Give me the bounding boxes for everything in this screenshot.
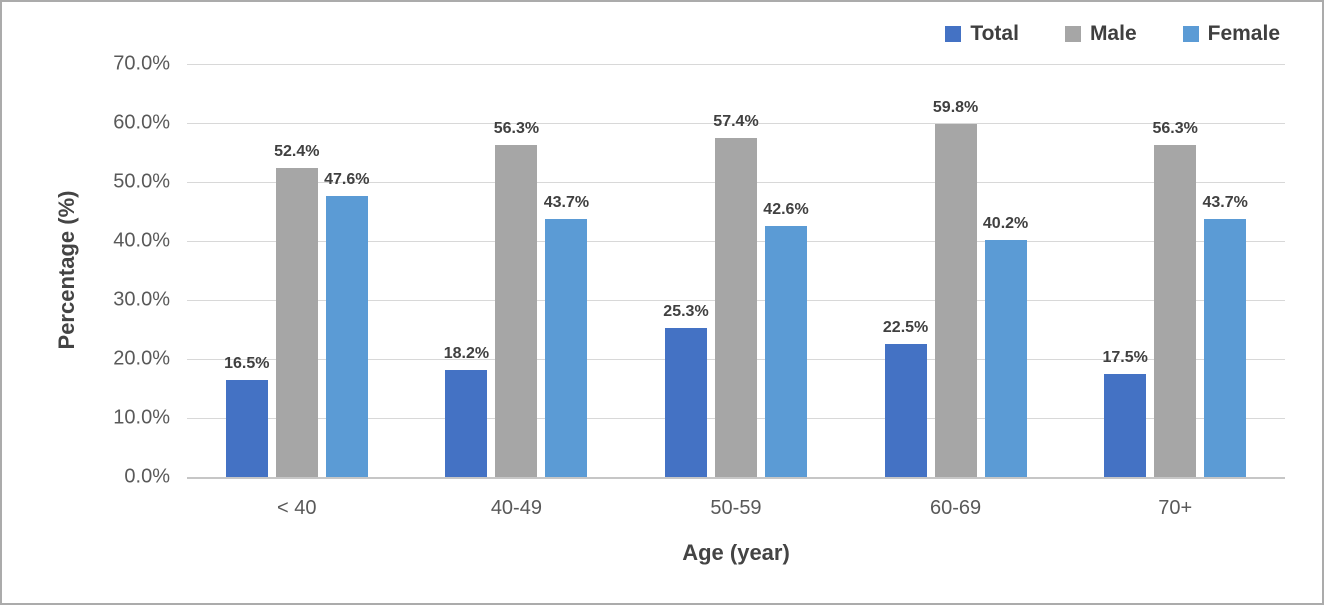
bar-value-label: 42.6% (763, 200, 809, 218)
x-tick-label--40: < 40 (277, 497, 317, 519)
bar-group--40: 16.5% 52.4% 47.6% (187, 64, 407, 477)
bar-male-50-59: 57.4% (713, 113, 759, 477)
bar-group-70+: 17.5% 56.3% 43.7% (1065, 64, 1285, 477)
plot-area: 16.5% 52.4% 47.6% 18.2% 56.3% 43.7% 25.3% 57.4%… (187, 64, 1285, 479)
bar-value-label: 40.2% (982, 214, 1029, 232)
bar-cluster: 16.5% 52.4% 47.6% (224, 143, 369, 477)
bar-group-50-59: 25.3% 57.4% 42.6% (626, 64, 846, 477)
y-tick-label: 30.0% (113, 288, 170, 311)
bar-value-label: 25.3% (663, 302, 709, 320)
y-tick-label: 60.0% (113, 111, 170, 134)
bar-male-60-69: 59.8% (933, 99, 978, 477)
legend: Total Male Female (945, 22, 1280, 46)
bar-female-60-69: 40.2% (983, 215, 1028, 477)
bar-cluster: 22.5% 59.8% 40.2% (883, 99, 1028, 477)
bar-value-label: 52.4% (274, 142, 320, 160)
legend-item-male: Male (1064, 22, 1137, 46)
legend-item-total: Total (945, 22, 1019, 46)
bar-value-label: 43.7% (1202, 194, 1248, 212)
x-tick-label-70+: 70+ (1158, 497, 1193, 519)
y-tick-label: 20.0% (113, 347, 170, 370)
bar-value-label: 56.3% (1152, 119, 1198, 137)
bar-total-40-49: 18.2% (444, 345, 489, 477)
y-tick-label: 70.0% (113, 52, 170, 75)
x-tick-label-60-69: 60-69 (930, 497, 982, 519)
legend-swatch-icon (1182, 26, 1199, 42)
legend-item-female: Female (1182, 22, 1280, 46)
bar-total--40: 16.5% (224, 355, 269, 477)
bar-male--40: 52.4% (274, 143, 319, 477)
x-tick-label-50-59: 50-59 (710, 497, 762, 519)
y-tick-label: 10.0% (113, 406, 170, 429)
legend-swatch-icon (1064, 26, 1081, 42)
y-tick-label: 50.0% (113, 170, 170, 193)
y-tick-label: 40.0% (113, 229, 170, 252)
bar-value-label: 57.4% (713, 113, 759, 131)
legend-label: Total (970, 22, 1019, 45)
bar-male-70+: 56.3% (1153, 120, 1198, 477)
bar-group-60-69: 22.5% 59.8% 40.2% (846, 64, 1066, 477)
x-tick-label-40-49: 40-49 (490, 497, 542, 519)
legend-label: Male (1089, 22, 1137, 45)
legend-label: Female (1207, 22, 1280, 45)
bar-value-label: 18.2% (443, 344, 490, 362)
bar-value-label: 17.5% (1102, 348, 1148, 366)
y-tick-label: 0.0% (124, 465, 170, 488)
legend-swatch-icon (945, 26, 962, 42)
bar-cluster: 25.3% 57.4% 42.6% (663, 113, 809, 477)
bar-female-50-59: 42.6% (763, 201, 809, 477)
bar-group-40-49: 18.2% 56.3% 43.7% (407, 64, 627, 477)
bar-cluster: 18.2% 56.3% 43.7% (444, 120, 589, 477)
bar-value-label: 47.6% (324, 171, 370, 189)
bar-cluster: 17.5% 56.3% 43.7% (1103, 120, 1248, 477)
bar-value-label: 56.3% (493, 119, 540, 137)
bar-value-label: 22.5% (882, 319, 929, 337)
x-axis-labels: < 40 40-49 50-59 60-69 70+ (187, 497, 1285, 520)
bar-female-70+: 43.7% (1203, 194, 1248, 477)
bar-value-label: 16.5% (224, 354, 270, 372)
bar-value-label: 59.8% (932, 99, 979, 117)
bar-female--40: 47.6% (324, 171, 369, 477)
gridline (187, 64, 1285, 65)
y-axis-ticks: 70.0% 60.0% 50.0% 40.0% 30.0% 20.0% 10.0% 0.0% (2, 53, 170, 488)
bar-value-label: 43.7% (543, 194, 590, 212)
bar-total-50-59: 25.3% (663, 303, 709, 477)
bar-male-40-49: 56.3% (494, 120, 539, 477)
gridline (187, 123, 1285, 124)
bar-total-60-69: 22.5% (883, 319, 928, 477)
x-axis-title: Age (year) (682, 540, 790, 565)
bar-total-70+: 17.5% (1103, 349, 1148, 477)
bar-female-40-49: 43.7% (544, 194, 589, 477)
